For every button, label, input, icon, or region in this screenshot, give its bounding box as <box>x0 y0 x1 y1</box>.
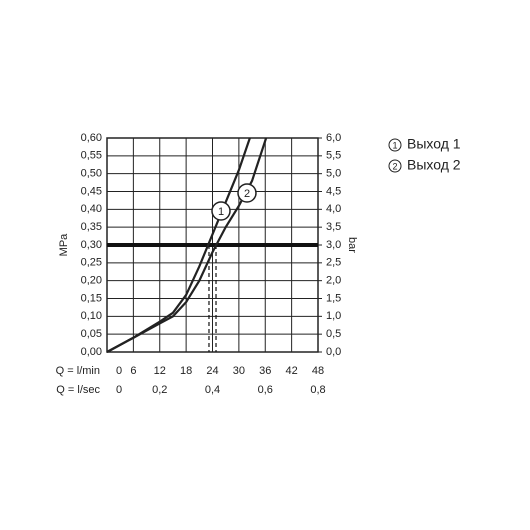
y-tick-label: 0,40 <box>81 203 102 215</box>
x-tick-label: 30 <box>233 365 245 377</box>
y-tick-label: 0,45 <box>81 185 102 197</box>
x-axis-title: Q = l/min <box>56 365 100 377</box>
y-tick-label: 0,50 <box>81 168 102 180</box>
legend-marker-label: 2 <box>392 161 397 171</box>
x2-tick-label: 0,4 <box>205 384 220 396</box>
y-tick-label: 0,30 <box>81 239 102 251</box>
curve-label-circle <box>237 183 257 203</box>
y2-tick-label: 2,0 <box>326 275 341 287</box>
y-tick-label: 0,25 <box>81 257 102 269</box>
y2-tick-label: 3,5 <box>326 221 341 233</box>
y2-tick-label: 1,0 <box>326 310 341 322</box>
x2-tick-label: 0,2 <box>152 384 167 396</box>
legend-marker-label: 1 <box>392 140 397 150</box>
y-axis-title: MPa <box>58 233 70 257</box>
x-tick-label: 42 <box>286 365 298 377</box>
x-tick-label: 18 <box>180 365 192 377</box>
x-tick-label: 6 <box>130 365 136 377</box>
y2-tick-label: 3,0 <box>326 239 341 251</box>
y2-tick-label: 6,0 <box>326 132 341 144</box>
curve-label-circle <box>211 201 231 221</box>
x2-axis-title: Q = l/sec <box>56 384 100 396</box>
x2-tick-label: 0,6 <box>258 384 273 396</box>
y2-tick-label: 4,5 <box>326 185 341 197</box>
y-tick-label: 0,60 <box>81 132 102 144</box>
x-tick-label: 48 <box>312 365 324 377</box>
y2-tick-label: 5,0 <box>326 168 341 180</box>
y-tick-label: 0,15 <box>81 292 102 304</box>
x-tick-label: 24 <box>206 365 218 377</box>
x-tick-label: 36 <box>259 365 271 377</box>
y2-tick-label: 5,5 <box>326 150 341 162</box>
legend-marker <box>388 159 402 173</box>
curve-label: 1 <box>218 206 224 218</box>
x-tick-label: 0 <box>116 365 122 377</box>
y2-tick-label: 0,0 <box>326 346 341 358</box>
y2-tick-label: 4,0 <box>326 203 341 215</box>
y2-tick-label: 2,5 <box>326 257 341 269</box>
legend-label: Выход 1 <box>407 136 461 152</box>
y2-tick-label: 0,5 <box>326 328 341 340</box>
y-tick-label: 0,00 <box>81 346 102 358</box>
x-tick-label: 12 <box>154 365 166 377</box>
y2-tick-label: 1,5 <box>326 292 341 304</box>
y-tick-label: 0,10 <box>81 310 102 322</box>
x2-tick-label: 0 <box>116 384 122 396</box>
legend-marker <box>388 138 402 152</box>
y-tick-label: 0,05 <box>81 328 102 340</box>
y-tick-label: 0,55 <box>81 150 102 162</box>
y-tick-label: 0,20 <box>81 275 102 287</box>
x2-tick-label: 0,8 <box>310 384 325 396</box>
curve-label: 2 <box>244 188 250 200</box>
y-tick-label: 0,35 <box>81 221 102 233</box>
y2-axis-title: bar <box>346 237 358 253</box>
legend-label: Выход 2 <box>407 157 461 173</box>
